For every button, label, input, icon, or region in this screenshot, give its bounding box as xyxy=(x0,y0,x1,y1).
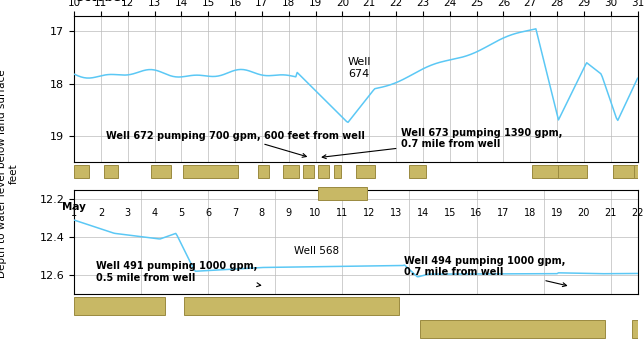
Bar xyxy=(613,165,634,178)
Text: 13: 13 xyxy=(390,208,402,218)
Text: 10: 10 xyxy=(309,208,322,218)
Bar xyxy=(303,165,314,178)
Bar xyxy=(613,165,638,178)
Text: 4: 4 xyxy=(151,208,158,218)
Text: 16: 16 xyxy=(470,208,483,218)
Text: 8: 8 xyxy=(259,208,265,218)
Bar xyxy=(318,165,329,178)
Text: Depth to water level below land surface
feet: Depth to water level below land surface … xyxy=(0,70,19,278)
Bar xyxy=(558,165,587,178)
Bar xyxy=(151,165,171,178)
Text: 6: 6 xyxy=(205,208,211,218)
Text: 20: 20 xyxy=(578,208,590,218)
Text: 3: 3 xyxy=(125,208,131,218)
Text: 5: 5 xyxy=(178,208,185,218)
Bar xyxy=(318,187,366,200)
Text: Well 491 pumping 1000 gpm,
0.5 mile from well: Well 491 pumping 1000 gpm, 0.5 mile from… xyxy=(95,261,261,287)
Bar xyxy=(283,165,299,178)
Text: Well 568: Well 568 xyxy=(294,246,339,256)
Text: 12: 12 xyxy=(363,208,375,218)
Text: 11: 11 xyxy=(336,208,348,218)
Text: 15: 15 xyxy=(444,208,456,218)
Bar xyxy=(410,165,426,178)
Text: 2: 2 xyxy=(98,208,104,218)
Text: 14: 14 xyxy=(417,208,429,218)
Text: Well 672 pumping 700 gpm, 600 feet from well: Well 672 pumping 700 gpm, 600 feet from … xyxy=(106,131,365,157)
Text: 17: 17 xyxy=(497,208,509,218)
Bar xyxy=(632,321,644,338)
Bar xyxy=(184,297,399,315)
Text: 21: 21 xyxy=(605,208,617,218)
Bar xyxy=(420,321,605,338)
Bar xyxy=(334,165,341,178)
Bar xyxy=(531,165,562,178)
Bar xyxy=(74,297,166,315)
Bar xyxy=(183,165,238,178)
Text: Well 673 pumping 1390 gpm,
0.7 mile from well: Well 673 pumping 1390 gpm, 0.7 mile from… xyxy=(322,127,563,159)
Text: 18: 18 xyxy=(524,208,536,218)
Text: October: October xyxy=(74,0,127,4)
Text: Well 494 pumping 1000 gpm,
0.7 mile from well: Well 494 pumping 1000 gpm, 0.7 mile from… xyxy=(404,256,567,286)
Text: Well
674: Well 674 xyxy=(348,57,371,79)
Text: 1: 1 xyxy=(71,208,77,218)
Bar xyxy=(258,165,269,178)
Bar xyxy=(355,165,375,178)
Text: May: May xyxy=(62,202,86,212)
Text: 7: 7 xyxy=(232,208,238,218)
Text: 9: 9 xyxy=(286,208,292,218)
Bar xyxy=(74,165,89,178)
Bar xyxy=(104,165,118,178)
Text: 19: 19 xyxy=(551,208,564,218)
Text: 22: 22 xyxy=(631,208,644,218)
